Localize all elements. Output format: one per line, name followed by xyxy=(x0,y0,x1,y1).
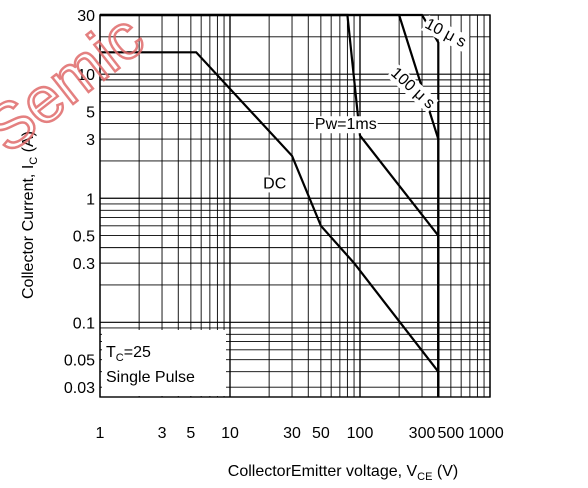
y-tick-label: 0.05 xyxy=(64,353,95,370)
y-tick-label: 3 xyxy=(86,132,95,149)
notes-layer: TC=25 Single Pulse xyxy=(102,330,226,396)
grid-major xyxy=(99,14,491,398)
x-tick-label: 300 xyxy=(409,425,436,442)
x-tick-label: 3 xyxy=(158,425,167,442)
y-tick-label: 1 xyxy=(86,191,95,208)
tick-labels: 1 3 5 10 30 50 100 300 500 1000 30 10 5 3 1 0.5 0.3 0.1 0.… xyxy=(64,8,504,442)
x-tick-label: 100 xyxy=(347,425,374,442)
curve-label-0: DC xyxy=(263,175,286,192)
x-tick-label: 1 xyxy=(96,425,105,442)
grid-minor xyxy=(100,14,490,397)
y-tick-label: 10 xyxy=(77,67,95,84)
curve-label-bg xyxy=(386,63,439,114)
y-axis-title: Collector Current, IC (A) xyxy=(20,131,40,299)
pulse-label: Single Pulse xyxy=(106,369,195,386)
curve-label-bg xyxy=(421,15,470,52)
y-tick-label: 0.5 xyxy=(73,229,95,246)
y-tick-label: 0.1 xyxy=(73,315,95,332)
curve-label-3: 10 μ s xyxy=(422,16,469,52)
x-axis-title: CollectorEmitter voltage, VCE (V) xyxy=(228,463,458,483)
series-line-0 xyxy=(100,51,440,373)
condition-label: TC=25 xyxy=(106,344,151,364)
curve-label-1: Pw=1ms xyxy=(315,116,377,133)
curve-label-2: 100 μ s xyxy=(387,65,438,113)
notes-panel xyxy=(102,330,226,396)
x-tick-label: 500 xyxy=(438,425,465,442)
curve-label-bg xyxy=(262,175,288,193)
y-tick-label: 0.3 xyxy=(73,256,95,273)
y-tick-label: 0.03 xyxy=(64,380,95,397)
x-tick-label: 30 xyxy=(283,425,301,442)
y-tick-label: 5 xyxy=(86,105,95,122)
y-tick-label: 30 xyxy=(77,8,95,25)
x-tick-label: 1000 xyxy=(468,425,504,442)
x-tick-label: 10 xyxy=(221,425,239,442)
x-tick-label: 5 xyxy=(186,425,195,442)
curve-label-bg xyxy=(313,116,378,134)
x-tick-label: 50 xyxy=(312,425,330,442)
